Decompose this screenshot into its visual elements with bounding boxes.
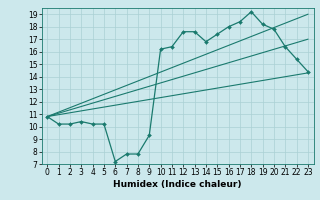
- X-axis label: Humidex (Indice chaleur): Humidex (Indice chaleur): [113, 180, 242, 189]
